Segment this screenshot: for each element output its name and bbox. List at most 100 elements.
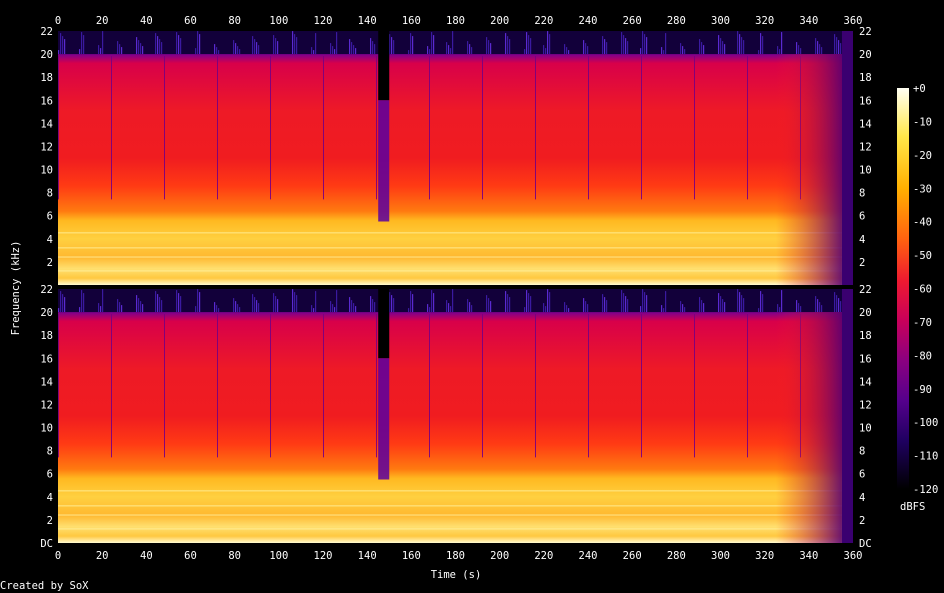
- y-tick-label-right: 22: [859, 26, 872, 38]
- noise-stripe: [157, 294, 159, 313]
- x-tick-label-bottom: 340: [799, 550, 818, 562]
- texture-line: [111, 56, 112, 200]
- x-tick-label-bottom: 200: [490, 550, 509, 562]
- noise-stripe: [121, 305, 123, 313]
- y-tick-label-left: 22: [40, 284, 53, 296]
- texture-line: [376, 314, 377, 458]
- texture-line: [270, 314, 271, 458]
- noise-stripe: [330, 43, 332, 55]
- noise-stripe: [796, 300, 798, 313]
- noise-stripe: [583, 40, 585, 55]
- noise-stripe: [762, 36, 764, 55]
- noise-stripe: [682, 304, 684, 313]
- texture-line: [376, 56, 377, 200]
- texture-line: [323, 56, 324, 200]
- texture-line: [217, 314, 218, 458]
- y-tick-label-left: 18: [40, 72, 53, 84]
- texture-line: [429, 314, 430, 458]
- noise-stripe: [741, 37, 743, 55]
- noise-stripe: [467, 299, 469, 313]
- texture-line: [111, 56, 112, 200]
- noise-stripe: [739, 292, 741, 313]
- noise-stripe: [98, 45, 100, 55]
- texture-line: [429, 56, 430, 200]
- noise-stripe: [836, 295, 838, 313]
- noise-stripe: [374, 302, 376, 313]
- noise-stripe: [102, 31, 104, 55]
- noise-stripe: [549, 292, 551, 313]
- noise-stripe: [758, 50, 760, 55]
- x-tick-label-bottom: 180: [446, 550, 465, 562]
- noise-stripe: [159, 39, 161, 55]
- texture-line: [482, 314, 483, 458]
- x-tick-label-top: 100: [269, 15, 288, 27]
- noise-stripe: [389, 292, 391, 313]
- noise-stripe: [564, 302, 566, 313]
- noise-stripe: [296, 295, 298, 313]
- noise-stripe: [680, 43, 682, 55]
- noise-stripe: [815, 38, 817, 55]
- texture-line: [111, 56, 112, 200]
- texture-line: [641, 56, 642, 200]
- y-tick-label-right: 8: [859, 188, 865, 200]
- noise-stripe: [117, 299, 119, 313]
- noise-stripe: [277, 41, 279, 55]
- texture-line: [111, 56, 112, 200]
- y-tick-label-right: 20: [859, 307, 872, 319]
- texture-line: [535, 56, 536, 200]
- x-tick-label-bottom: 140: [358, 550, 377, 562]
- noise-stripe: [433, 293, 435, 313]
- x-tick-label-top: 160: [402, 15, 421, 27]
- texture-line: [694, 56, 695, 200]
- y-tick-label-left: 10: [40, 423, 53, 435]
- noise-stripe: [313, 308, 315, 313]
- noise-stripe: [83, 293, 85, 313]
- noise-stripe: [701, 42, 703, 55]
- noise-stripe: [427, 304, 429, 313]
- noise-stripe: [159, 297, 161, 313]
- texture-line: [694, 314, 695, 458]
- noise-stripe: [549, 34, 551, 55]
- texture-line: [217, 56, 218, 200]
- texture-line: [429, 56, 430, 200]
- noise-stripe: [252, 294, 254, 313]
- noise-stripe: [349, 39, 351, 55]
- y-tick-label-right: 22: [859, 284, 872, 296]
- x-tick-label-top: 360: [844, 15, 863, 27]
- noise-stripe: [796, 42, 798, 55]
- noise-stripe: [817, 299, 819, 313]
- texture-line: [270, 56, 271, 200]
- noise-stripe: [446, 300, 448, 313]
- texture-line: [747, 56, 748, 200]
- noise-stripe: [117, 41, 119, 55]
- noise-stripe: [258, 303, 260, 313]
- texture-line: [694, 314, 695, 458]
- texture-line: [641, 314, 642, 458]
- noise-stripe: [142, 46, 144, 55]
- noise-stripe: [273, 35, 275, 55]
- texture-line: [588, 314, 589, 458]
- noise-stripe: [180, 296, 182, 313]
- colorbar-tick-label: -10: [913, 116, 932, 128]
- noise-stripe: [391, 37, 393, 55]
- noise-stripe: [739, 34, 741, 55]
- texture-line: [588, 56, 589, 200]
- noise-stripe: [779, 49, 781, 55]
- texture-line: [641, 56, 642, 200]
- texture-line: [588, 56, 589, 200]
- noise-stripe: [646, 37, 648, 55]
- texture-line: [376, 56, 377, 200]
- texture-line: [323, 56, 324, 200]
- texture-line: [694, 56, 695, 200]
- spectrum-above-cutoff: [58, 289, 853, 313]
- y-tick-label-right: 14: [859, 376, 872, 388]
- noise-stripe: [254, 39, 256, 55]
- noise-stripe: [136, 295, 138, 313]
- noise-stripe: [819, 44, 821, 55]
- noise-stripe: [800, 306, 802, 313]
- noise-stripe: [743, 40, 745, 55]
- noise-stripe: [58, 50, 60, 55]
- y-tick-label-left: 6: [47, 469, 53, 481]
- noise-stripe: [79, 307, 81, 313]
- y-tick-label-right: 4: [859, 492, 865, 504]
